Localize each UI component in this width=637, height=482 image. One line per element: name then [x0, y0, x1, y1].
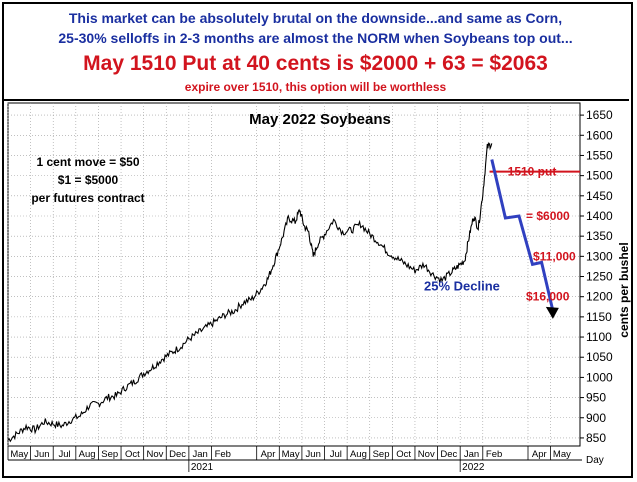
contract-note-3: per futures contract — [31, 191, 144, 205]
y-tick-label: 1500 — [586, 169, 613, 183]
y-tick-label: 1150 — [586, 310, 612, 324]
y-tick-label: 950 — [586, 391, 606, 405]
x-tick-label: Jan — [464, 449, 479, 460]
loss-label-16000: $16,000 — [526, 290, 570, 304]
x-tick-label: Aug — [350, 449, 367, 460]
loss-label-11000: $11,000 — [533, 249, 576, 263]
x-tick-label: Nov — [418, 449, 435, 460]
x-tick-label: Dec — [169, 449, 186, 460]
x-unit-label: Day — [586, 455, 604, 466]
x-tick-label: Aug — [79, 449, 96, 460]
projection-arrowhead — [545, 306, 559, 319]
x-tick-label: Oct — [396, 449, 411, 460]
header-subline: expire over 1510, this option will be wo… — [184, 80, 447, 94]
y-tick-label: 1200 — [586, 290, 613, 304]
x-tick-label: May — [282, 449, 300, 460]
x-tick-label: Apr — [532, 449, 547, 460]
year-label: 2021 — [191, 462, 214, 473]
y-tick-label: 1600 — [586, 128, 613, 142]
x-tick-label: Apr — [261, 449, 276, 460]
year-label: 2022 — [462, 462, 485, 473]
projection-line — [490, 159, 555, 312]
y-tick-label: 1450 — [586, 189, 613, 203]
x-tick-label: Jun — [34, 449, 49, 460]
x-tick-label: Jun — [306, 449, 321, 460]
y-tick-label: 900 — [586, 411, 606, 425]
header-line-2: 25-30% selloffs in 2-3 months are almost… — [58, 30, 573, 46]
x-tick-label: Jul — [58, 449, 70, 460]
decline-label: 25% Decline — [424, 279, 500, 294]
price-series-line — [7, 141, 493, 443]
y-tick-label: 1550 — [586, 148, 613, 162]
x-tick-label: May — [553, 449, 571, 460]
contract-note-2: $1 = $5000 — [58, 173, 119, 187]
y-tick-label: 850 — [586, 431, 606, 445]
contract-note-1: 1 cent move = $50 — [36, 155, 139, 169]
x-tick-label: Sep — [101, 449, 118, 460]
y-tick-label: 1050 — [586, 350, 613, 364]
header: This market can be absolutely brutal on … — [2, 2, 629, 98]
x-tick-label: Feb — [215, 449, 231, 460]
put-strike-label: 1510 put — [508, 165, 557, 179]
y-tick-label: 1650 — [586, 108, 613, 122]
x-tick-label: Oct — [125, 449, 140, 460]
x-tick-label: Feb — [486, 449, 502, 460]
y-tick-label: 1000 — [586, 370, 613, 384]
y-tick-label: 1250 — [586, 270, 613, 284]
y-tick-label: 1300 — [586, 249, 613, 263]
x-tick-label: Dec — [440, 449, 457, 460]
y-axis-label: cents per bushel — [617, 242, 631, 337]
y-tick-label: 1350 — [586, 229, 613, 243]
x-tick-label: Sep — [373, 449, 390, 460]
chart-title: May 2022 Soybeans — [249, 111, 391, 128]
x-tick-label: May — [10, 449, 28, 460]
y-tick-label: 1400 — [586, 209, 613, 223]
header-divider — [2, 99, 629, 101]
x-tick-label: Nov — [147, 449, 164, 460]
y-tick-label: 1100 — [586, 330, 612, 344]
header-line-1: This market can be absolutely brutal on … — [68, 10, 563, 26]
loss-label-6000: = $6000 — [526, 209, 570, 223]
header-headline: May 1510 Put at 40 cents is $2000 + 63 =… — [83, 52, 548, 75]
x-tick-label: Jul — [330, 449, 342, 460]
x-tick-label: Jan — [193, 449, 208, 460]
